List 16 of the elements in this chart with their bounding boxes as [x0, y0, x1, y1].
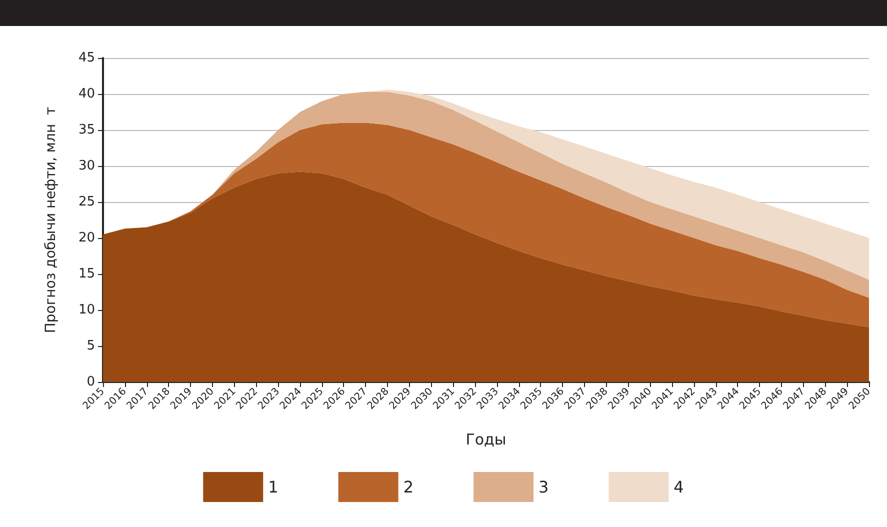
x-axis-title: Годы: [466, 430, 506, 448]
y-tick-label: 0: [86, 374, 95, 390]
y-tick-label: 30: [78, 158, 95, 174]
y-tick-label: 10: [78, 302, 95, 318]
y-tick-label: 15: [78, 266, 95, 282]
y-tick-label: 40: [78, 86, 95, 102]
legend-label: 4: [674, 478, 684, 496]
y-tick-label: 35: [78, 122, 95, 138]
y-axis-title: Прогноз добычи нефти, млн т: [43, 106, 59, 334]
y-tick-label: 25: [78, 194, 95, 210]
y-tick-label: 45: [78, 50, 95, 66]
y-tick-label: 20: [78, 230, 95, 246]
y-tick-label: 5: [86, 338, 95, 354]
legend-label: 3: [538, 478, 549, 496]
legend-label: 1: [268, 478, 278, 496]
legend-label: 2: [403, 478, 414, 496]
